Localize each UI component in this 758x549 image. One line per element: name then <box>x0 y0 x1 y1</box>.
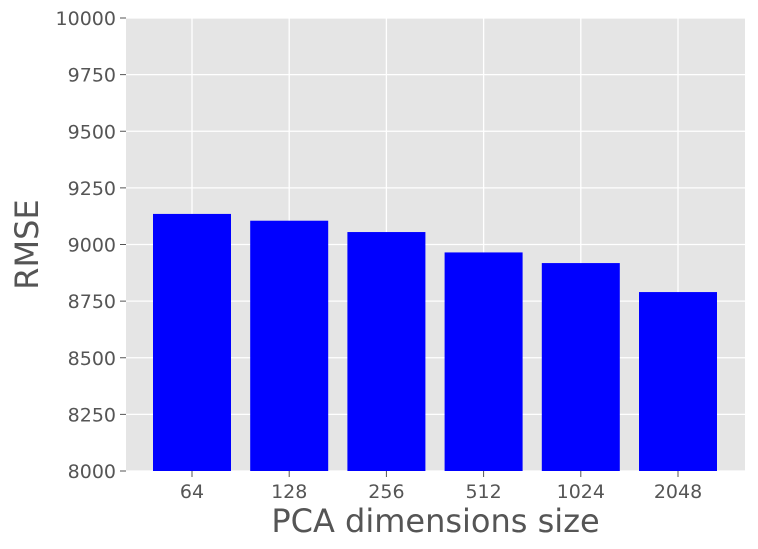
y-tick-label: 9000 <box>68 235 116 257</box>
x-tick-label: 1024 <box>557 481 605 503</box>
y-tick-label: 8000 <box>68 461 116 483</box>
y-axis-title: RMSE <box>8 199 46 289</box>
x-tick-label: 64 <box>180 481 204 503</box>
axis-ticks: 8000 8250 8500 8750 9000 9250 9500 9750 10000 64 1… <box>56 8 703 503</box>
y-tick-label: 8750 <box>68 291 116 313</box>
bar-256 <box>347 232 426 471</box>
bar-1024 <box>541 263 620 471</box>
y-tick-label: 8500 <box>68 348 116 370</box>
x-tick-label: 512 <box>465 481 501 503</box>
y-tick-label: 10000 <box>56 8 116 30</box>
y-tick-label: 9250 <box>68 178 116 200</box>
y-tick-label: 8250 <box>68 404 116 426</box>
bar-2048 <box>639 292 717 471</box>
bar-64 <box>153 213 231 472</box>
y-tick-label: 9500 <box>68 121 116 143</box>
x-axis-title: PCA dimensions size <box>271 502 599 540</box>
bar-128 <box>250 220 329 471</box>
x-tick-label: 128 <box>271 481 307 503</box>
x-tick-label: 2048 <box>654 481 702 503</box>
bars <box>153 213 717 472</box>
x-tick-label: 256 <box>368 481 404 503</box>
y-tick-label: 9750 <box>68 65 116 87</box>
bar-512 <box>444 252 523 471</box>
